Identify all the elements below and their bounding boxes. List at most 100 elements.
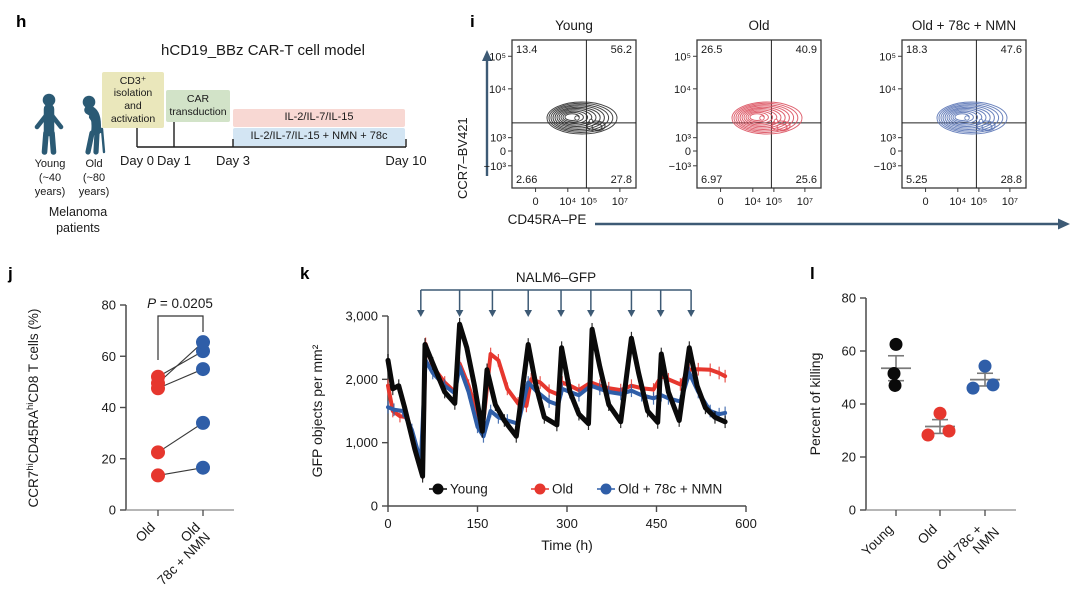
x-tick-label: 0 (532, 196, 538, 208)
day-label: Day 1 (157, 153, 191, 168)
quadrant-value-tr: 47.6 (1001, 44, 1022, 56)
y-tick-label: 1,000 (345, 435, 378, 450)
y-tick-label: 3,000 (345, 309, 378, 324)
ccr7-axis-label: CCR7–BV421 (455, 117, 470, 199)
density-peak (978, 118, 984, 124)
x-tick-label: 10⁷ (612, 196, 628, 208)
p-value-label: P = 0.0205 (147, 296, 213, 311)
svg-text:Old: Old (133, 520, 158, 545)
y-axis-label: CCR7hiCD45RAhiCD8 T cells (%) (25, 309, 41, 508)
patients-icons (34, 93, 106, 155)
plot-frame (511, 39, 637, 189)
density-peak (574, 115, 580, 121)
y-tick-label: 10⁴ (489, 84, 506, 96)
cd45ra-axis-label: CD45RA–PE (507, 212, 587, 227)
quadrant-value-tr: 56.2 (611, 44, 632, 56)
flow-plot-young: Young 10⁵ 10⁴ 10³ 0 −10³ 0 10⁴ 10⁵ 10⁷ 13.4 56.2 2.6… (482, 20, 642, 220)
contour-rings (546, 101, 618, 135)
x-tick-label: 300 (556, 516, 578, 531)
y-tick-label: 0 (109, 503, 116, 518)
panel-i: i CCR7–BV421 Young 10⁵ 10⁴ 10³ 0 −10³ 0 10⁴ 10⁵ 1… (450, 6, 1080, 256)
x-tick-label: 10⁵ (970, 196, 987, 208)
y-tick-label: 80 (842, 291, 856, 306)
data-point-treated (196, 460, 210, 475)
panel-k: k NALM6–GFP 0 1,000 2,000 3,000 0 150 300 450 600… (288, 260, 783, 605)
il-cytokines-box: IL-2/IL-7/IL-15 (233, 109, 405, 127)
plot-frame (901, 39, 1027, 189)
model-title: hCD19_BBz CAR-T cell model (161, 42, 365, 59)
significance-bracket (157, 315, 204, 360)
data-point-treated (196, 335, 210, 350)
y-tick-label: −10³ (874, 161, 897, 173)
quadrant-value-br: 25.6 (796, 174, 817, 186)
data-point-old (151, 468, 165, 483)
x-tick-label: 10⁷ (797, 196, 813, 208)
y-tick-label: 2,000 (345, 372, 378, 387)
arrow-head (627, 310, 636, 317)
legend-item-old-78c-nmn: Old + 78c + NMN (597, 482, 722, 497)
legend-marker (432, 483, 444, 495)
plot-frame (696, 39, 822, 189)
timeline: Day 0 Day 1 Day 3 Day 10 (120, 122, 427, 168)
legend-item-young: Young (429, 482, 488, 497)
pair-line (157, 350, 204, 378)
y-axis-label: GFP objects per mm² (309, 344, 325, 477)
y-tick-label: 10⁵ (489, 51, 506, 63)
data-point-treated (196, 415, 210, 430)
y-tick-label: 10⁴ (879, 84, 896, 96)
y-tick-label: 40 (842, 397, 856, 412)
panel-h-label: h (16, 12, 27, 31)
quadrant-value-bl: 5.25 (906, 174, 927, 186)
y-tick-label: 0 (890, 146, 896, 158)
arrow-head (656, 310, 665, 317)
y-tick-label: 10⁵ (674, 51, 691, 63)
arrow-head (1058, 218, 1070, 230)
paired-scatter-chart: 0 20 40 60 80 CCR7hiCD45RAhiCD8 T cells (%) P … (25, 296, 234, 588)
panel-k-label: k (300, 264, 310, 283)
quadrant-value-tr: 40.9 (796, 44, 817, 56)
quadrant-value-bl: 6.97 (701, 174, 722, 186)
y-tick-label: 10⁴ (674, 84, 691, 96)
melanoma-patients-label: Melanoma patients (48, 205, 108, 236)
y-tick-label: 0 (849, 503, 856, 518)
quadrant-value-br: 27.8 (611, 174, 632, 186)
svg-text:Old: Old (915, 522, 940, 547)
panel-j: j 0 20 40 60 80 CCR7hiCD45RAhiCD8 T cells (%)… (6, 260, 268, 605)
x-category-label: Old 78c +NMN (933, 521, 1002, 573)
x-tick-label: 0 (717, 196, 723, 208)
legend-label: Young (450, 482, 488, 497)
x-category-label: Young (859, 522, 896, 559)
y-axis-label-text: CCR7–BV421 (455, 117, 470, 199)
flow-plot-title: Old (748, 20, 769, 33)
young-patient-label: Young (~40 years) (34, 158, 66, 198)
data-point (933, 406, 947, 420)
y-tick-label: 60 (842, 344, 856, 359)
data-point (966, 381, 980, 395)
pair-line (157, 467, 204, 476)
data-point-treated (196, 362, 210, 377)
x-axis-label: Time (h) (541, 537, 593, 553)
quadrant-value-tl: 13.4 (516, 44, 537, 56)
panel-h: h hCD19_BBz CAR-T cell model Young (~40 … (8, 8, 448, 258)
killing-kinetics-chart: NALM6–GFP 0 1,000 2,000 3,000 0 150 300 450 600 Ti… (309, 270, 757, 553)
series-young (385, 317, 728, 483)
nalm6-gfp-label: NALM6–GFP (516, 270, 596, 285)
cd3-isolation-box: CD3⁺ isolation and activation (102, 72, 164, 128)
quadrant-value-bl: 2.66 (516, 174, 537, 186)
arrow-head (455, 310, 464, 317)
group-old-78c-nmn (966, 359, 1000, 395)
arrow-head (488, 310, 497, 317)
data-point (889, 337, 903, 351)
day-label: Day 3 (216, 153, 250, 168)
group-old (921, 406, 956, 442)
density-peak (759, 115, 765, 121)
x-tick-label: 10⁵ (765, 196, 782, 208)
x-category-label: Old (915, 522, 940, 547)
x-tick-label: 0 (384, 516, 391, 531)
x-tick-label: 600 (735, 516, 757, 531)
pair-line (157, 368, 204, 389)
legend-label: Old (552, 482, 573, 497)
pair-line (157, 341, 204, 384)
